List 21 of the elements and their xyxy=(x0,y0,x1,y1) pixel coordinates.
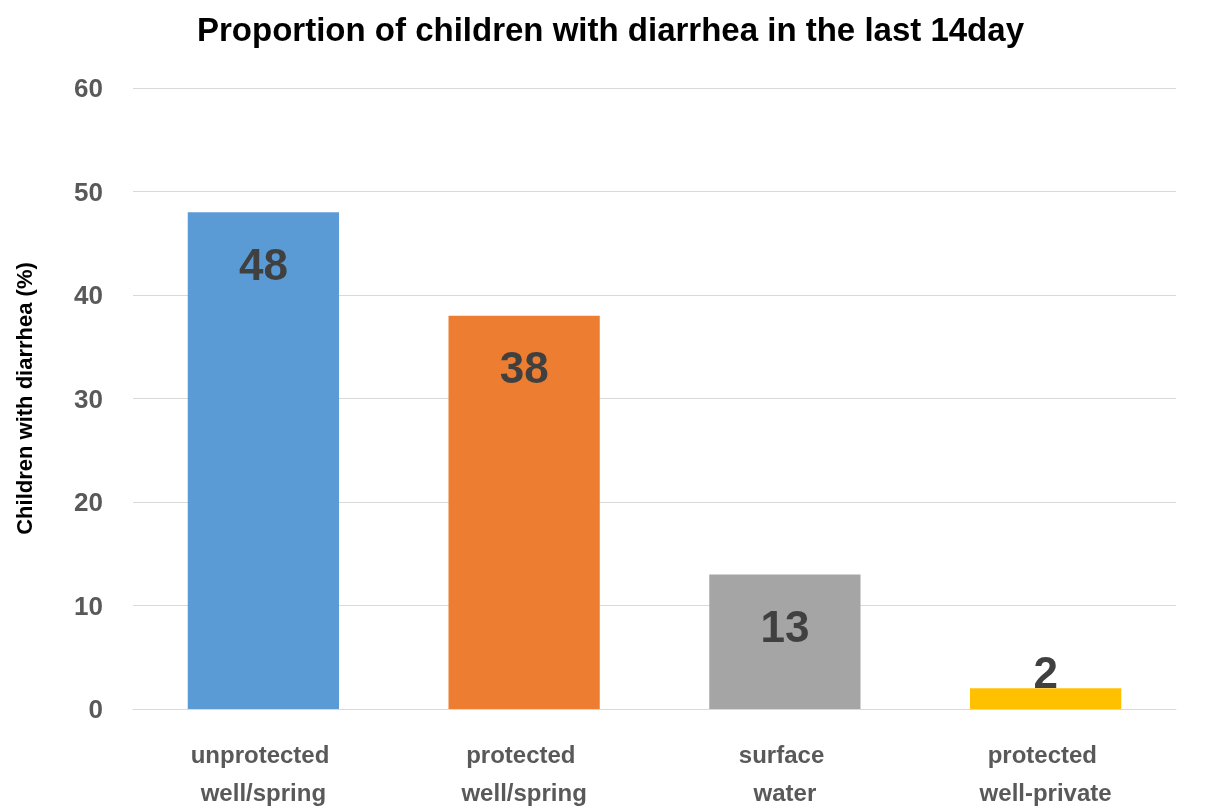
y-tick-label: 0 xyxy=(88,694,103,724)
data-label: 2 xyxy=(1033,647,1058,697)
y-tick-label: 30 xyxy=(74,383,103,414)
x-tick-label: surface water xyxy=(738,740,831,806)
y-axis-title: Children with diarrhea (%) xyxy=(11,262,37,535)
bar xyxy=(187,212,339,709)
x-tick-label: protected well/spring xyxy=(460,740,587,806)
y-tick-label: 60 xyxy=(74,73,103,103)
y-tick-label: 20 xyxy=(74,487,103,517)
bar xyxy=(709,574,861,709)
chart-title: Proportion of children with diarrhea in the last 14day xyxy=(197,11,1025,48)
x-tick-label: protected well-private xyxy=(978,740,1112,806)
data-label: 48 xyxy=(238,239,288,289)
data-label: 13 xyxy=(760,601,810,651)
y-tick-label: 40 xyxy=(74,280,103,310)
bar xyxy=(448,315,600,709)
y-tick-label: 10 xyxy=(74,590,103,621)
x-tick-label: unprotected well/spring xyxy=(190,740,337,806)
data-label: 38 xyxy=(499,343,549,393)
y-tick-label: 50 xyxy=(74,176,103,207)
bar xyxy=(970,688,1122,709)
